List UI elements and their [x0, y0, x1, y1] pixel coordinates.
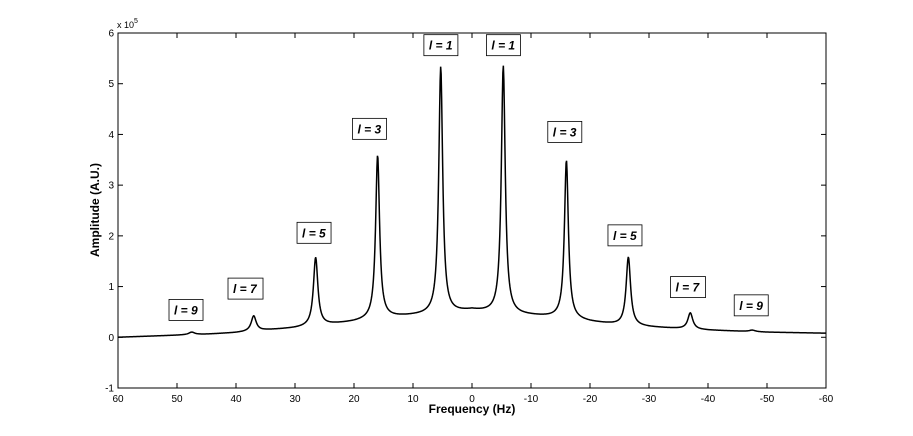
y-tick-label: 3 — [108, 181, 114, 192]
x-tick-label: -40 — [701, 394, 716, 405]
x-tick-label: -50 — [760, 394, 775, 405]
peak-annotations: l = 9 l = 7 l = 5 l = 3 l = 1 l = 1 l = 3 l = 5… — [168, 34, 769, 321]
y-axis-label: Amplitude (A.U.) — [88, 163, 102, 257]
peak-annotation-text: l = 9 — [739, 299, 763, 313]
y-tick-label: -1 — [105, 384, 114, 395]
plot-area — [117, 32, 827, 389]
peak-annotation: l = 3 — [352, 117, 387, 140]
peak-annotation-box — [547, 120, 583, 143]
x-tick-label: 20 — [348, 394, 360, 405]
x-axis-label: Frequency (Hz) — [429, 402, 516, 416]
x-tick-label: -20 — [583, 394, 598, 405]
y-tick-label: 2 — [108, 231, 114, 242]
peak-annotation-text: l = 7 — [233, 282, 258, 296]
y-tick-label: 4 — [108, 130, 114, 141]
peak-annotation-text: l = 1 — [491, 39, 515, 53]
peak-annotation-text: l = 3 — [553, 125, 577, 139]
axis-ticks — [117, 32, 827, 389]
peak-annotation: l = 1 — [423, 34, 459, 57]
peak-annotation-box — [733, 294, 769, 317]
peak-annotation-box — [423, 34, 459, 57]
x-tick-label: 60 — [112, 394, 124, 405]
peak-annotation-text: l = 9 — [174, 303, 198, 317]
peak-annotation: l = 5 — [296, 221, 332, 244]
peak-annotation: l = 9 — [733, 294, 769, 317]
peak-annotation: l = 7 — [227, 277, 264, 300]
x-tick-label: -60 — [819, 394, 834, 405]
peak-annotation-text: l = 5 — [302, 226, 326, 240]
y-tick-label: 1 — [108, 282, 114, 293]
peak-annotation-box — [296, 221, 332, 244]
peak-annotation-text: l = 5 — [613, 229, 637, 243]
peak-annotation: l = 7 — [670, 276, 706, 298]
peak-annotation-text: l = 1 — [429, 39, 453, 53]
peak-annotation: l = 9 — [168, 299, 204, 321]
y-tick-label: 5 — [108, 79, 114, 90]
spectrum-line — [117, 65, 827, 338]
x-tick-label: 50 — [171, 394, 183, 405]
peak-annotation-box — [607, 224, 643, 247]
x-tick-label: 40 — [230, 394, 242, 405]
x-tick-label: -30 — [642, 394, 657, 405]
x-tick-label: 30 — [289, 394, 301, 405]
x-tick-label: 0 — [469, 394, 475, 405]
y-multiplier-exponent: 5 — [134, 18, 138, 25]
peak-annotation-box — [352, 117, 387, 140]
peak-annotation-box — [486, 34, 521, 57]
peak-annotation: l = 5 — [607, 224, 643, 247]
y-tick-label: 0 — [108, 333, 114, 344]
peak-annotation-box — [168, 299, 204, 321]
y-multiplier-label: x 10 — [117, 20, 134, 30]
peak-annotation-text: l = 7 — [676, 281, 701, 295]
peak-annotation-box — [670, 276, 706, 298]
y-tick-label: 6 — [108, 29, 114, 40]
x-tick-label: -10 — [524, 394, 539, 405]
peak-annotation: l = 3 — [547, 120, 583, 143]
peak-annotation-box — [227, 277, 264, 300]
x-tick-label: 10 — [407, 394, 419, 405]
peak-annotation: l = 1 — [486, 34, 521, 57]
peak-annotation-text: l = 3 — [357, 122, 381, 136]
